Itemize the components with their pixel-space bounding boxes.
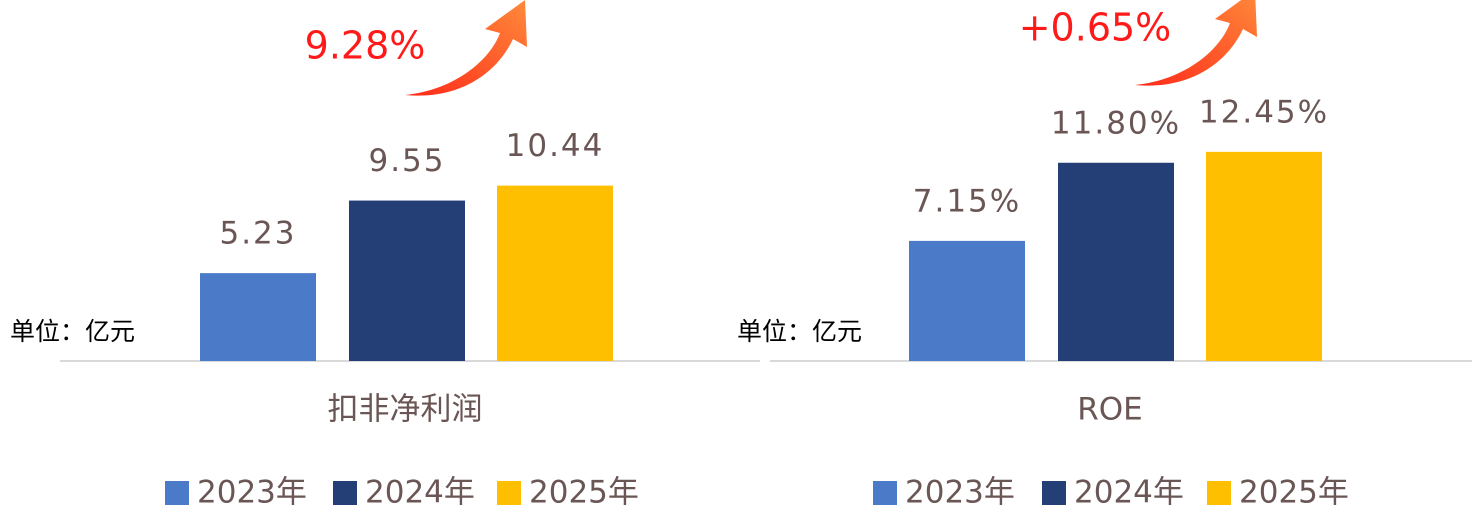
legend-label: 2025年 <box>529 475 639 511</box>
value-label: 10.44 <box>506 128 605 164</box>
legend-label: 2024年 <box>365 475 475 511</box>
bar <box>1058 162 1174 361</box>
legend-swatch <box>497 481 521 505</box>
bar <box>909 240 1025 361</box>
bar <box>1206 151 1322 361</box>
growth-label: 9.28% <box>305 24 426 68</box>
value-label: 5.23 <box>219 216 296 252</box>
legend-label: 2023年 <box>197 475 307 511</box>
legend-swatch <box>333 481 357 505</box>
growth-arrow <box>405 0 527 96</box>
value-label: 9.55 <box>368 143 445 179</box>
legend-swatch <box>873 481 897 505</box>
x-axis-label: ROE <box>1077 392 1143 428</box>
growth-arrow <box>1135 0 1257 86</box>
legend-label: 2024年 <box>1074 475 1184 511</box>
value-label: 7.15% <box>913 183 1021 219</box>
legend-label: 2023年 <box>905 475 1015 511</box>
unit-note: 单位：亿元 <box>10 317 135 346</box>
legend-swatch <box>1042 481 1066 505</box>
bar <box>497 185 613 361</box>
bar <box>349 200 465 361</box>
legend-swatch <box>1207 481 1231 505</box>
value-label: 11.80% <box>1051 105 1181 141</box>
x-axis-label: 扣非净利润 <box>328 392 483 428</box>
growth-label: +0.65% <box>1019 6 1172 50</box>
value-label: 12.45% <box>1199 94 1329 130</box>
legend-swatch <box>165 481 189 505</box>
unit-note: 单位：亿元 <box>737 317 862 346</box>
legend-label: 2025年 <box>1239 475 1349 511</box>
bar <box>200 273 316 361</box>
